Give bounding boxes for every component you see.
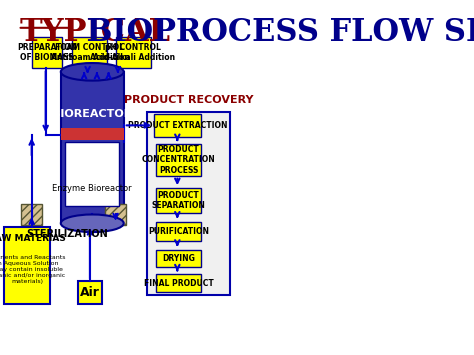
FancyBboxPatch shape [156, 250, 201, 267]
Text: RAW MATERIAS: RAW MATERIAS [0, 234, 66, 243]
Text: PRODUCT
CONCENTRATION
PROCESS: PRODUCT CONCENTRATION PROCESS [142, 145, 215, 175]
Text: Air: Air [80, 286, 100, 299]
Text: TYPICAL: TYPICAL [20, 17, 171, 48]
Text: DRYING: DRYING [162, 254, 195, 263]
FancyBboxPatch shape [154, 114, 201, 137]
Ellipse shape [61, 214, 124, 232]
Text: Enzyme Bioreactor: Enzyme Bioreactor [53, 184, 132, 193]
Text: PRODUCT
SEPARATION: PRODUCT SEPARATION [152, 191, 205, 210]
Text: PRODUCT RECOVERY: PRODUCT RECOVERY [124, 95, 253, 105]
FancyBboxPatch shape [65, 142, 119, 206]
Text: PREPARATION
OF BIOMASS: PREPARATION OF BIOMASS [17, 43, 77, 62]
Text: FOAM CONTROL
Antifoam Addition: FOAM CONTROL Antifoam Addition [51, 43, 129, 62]
Ellipse shape [61, 63, 124, 81]
FancyBboxPatch shape [61, 128, 124, 140]
Text: PURIFICATION: PURIFICATION [148, 227, 209, 236]
FancyBboxPatch shape [156, 144, 201, 176]
Text: BIOREACTOR: BIOREACTOR [52, 109, 132, 119]
FancyBboxPatch shape [156, 188, 201, 213]
FancyBboxPatch shape [116, 37, 151, 68]
FancyBboxPatch shape [156, 222, 201, 241]
FancyBboxPatch shape [147, 112, 230, 295]
FancyBboxPatch shape [73, 37, 108, 68]
FancyBboxPatch shape [32, 37, 62, 68]
Text: FINAL PRODUCT: FINAL PRODUCT [144, 279, 213, 288]
FancyBboxPatch shape [61, 72, 124, 223]
FancyBboxPatch shape [4, 227, 50, 304]
Text: BIOPROCESS FLOW SHEET: BIOPROCESS FLOW SHEET [76, 17, 474, 48]
FancyBboxPatch shape [78, 282, 101, 304]
Text: STERILIZATION: STERILIZATION [26, 229, 108, 239]
FancyBboxPatch shape [21, 204, 42, 225]
FancyBboxPatch shape [105, 204, 126, 225]
Text: PRODUCT EXTRACTION: PRODUCT EXTRACTION [128, 121, 227, 130]
Text: pH CONTROL
Acid-Alkali Addition: pH CONTROL Acid-Alkali Addition [91, 43, 175, 62]
FancyBboxPatch shape [156, 274, 201, 292]
Text: Nutrients and Reactants
in Aqueous Solution
(may contain insoluble
organic and/o: Nutrients and Reactants in Aqueous Solut… [0, 255, 65, 284]
